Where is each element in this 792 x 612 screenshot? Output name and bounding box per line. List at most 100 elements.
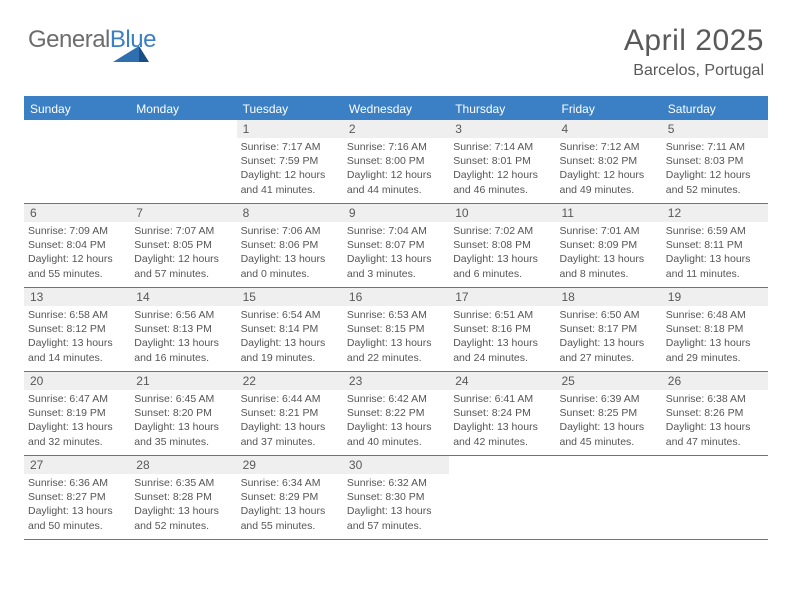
calendar-day-cell: 13Sunrise: 6:58 AMSunset: 8:12 PMDayligh… [24,288,130,371]
daylight-text: Daylight: 13 hours and 6 minutes. [453,252,551,280]
sunset-text: Sunset: 8:28 PM [134,490,232,504]
day-number: 21 [130,372,236,390]
day-number: 9 [343,204,449,222]
day-number: 1 [237,120,343,138]
sunset-text: Sunset: 8:15 PM [347,322,445,336]
day-number: 4 [555,120,661,138]
calendar-day-cell: 24Sunrise: 6:41 AMSunset: 8:24 PMDayligh… [449,372,555,455]
day-number: 11 [555,204,661,222]
calendar-day-cell: 3 Sunrise: 7:14 AMSunset: 8:01 PMDaylight… [449,120,555,203]
day-number: 3 [449,120,555,138]
title-block: April 2025 Barcelos, Portugal [624,24,764,80]
weekday-header: Monday [130,98,236,120]
daylight-text: Daylight: 13 hours and 11 minutes. [666,252,764,280]
sunset-text: Sunset: 8:06 PM [241,238,339,252]
sunrise-text: Sunrise: 6:38 AM [666,392,764,406]
calendar-day-cell: 22Sunrise: 6:44 AMSunset: 8:21 PMDayligh… [237,372,343,455]
calendar-week-row: 27Sunrise: 6:36 AMSunset: 8:27 PMDayligh… [24,456,768,540]
weekday-header: Wednesday [343,98,449,120]
calendar-day-cell: 5Sunrise: 7:11 AMSunset: 8:03 PMDaylight… [662,120,768,203]
day-data: Sunrise: 7:07 AMSunset: 8:05 PMDaylight:… [130,222,236,287]
sunrise-text: Sunrise: 7:17 AM [241,140,339,154]
sunrise-text: Sunrise: 6:58 AM [28,308,126,322]
day-number: 27 [24,456,130,474]
weekday-header: Tuesday [237,98,343,120]
day-number: 22 [237,372,343,390]
sunrise-text: Sunrise: 6:41 AM [453,392,551,406]
sunset-text: Sunset: 7:59 PM [241,154,339,168]
sunset-text: Sunset: 8:29 PM [241,490,339,504]
day-number: 24 [449,372,555,390]
daylight-text: Daylight: 12 hours and 46 minutes. [453,168,551,196]
daylight-text: Daylight: 13 hours and 37 minutes. [241,420,339,448]
sunset-text: Sunset: 8:27 PM [28,490,126,504]
daylight-text: Daylight: 13 hours and 27 minutes. [559,336,657,364]
sunrise-text: Sunrise: 7:01 AM [559,224,657,238]
day-data: Sunrise: 6:36 AMSunset: 8:27 PMDaylight:… [24,474,130,539]
day-data: Sunrise: 7:02 AMSunset: 8:08 PMDaylight:… [449,222,555,287]
location: Barcelos, Portugal [624,62,764,80]
sunrise-text: Sunrise: 7:09 AM [28,224,126,238]
sunrise-text: Sunrise: 6:44 AM [241,392,339,406]
day-data: Sunrise: 6:44 AMSunset: 8:21 PMDaylight:… [237,390,343,455]
sunset-text: Sunset: 8:14 PM [241,322,339,336]
sunset-text: Sunset: 8:22 PM [347,406,445,420]
day-number: 6 [24,204,130,222]
day-data: Sunrise: 7:06 AMSunset: 8:06 PMDaylight:… [237,222,343,287]
sunrise-text: Sunrise: 7:07 AM [134,224,232,238]
sunrise-text: Sunrise: 6:45 AM [134,392,232,406]
weekday-header: Saturday [662,98,768,120]
day-data: Sunrise: 7:17 AMSunset: 7:59 PMDaylight:… [237,138,343,203]
day-data: Sunrise: 7:01 AMSunset: 8:09 PMDaylight:… [555,222,661,287]
day-data: Sunrise: 6:56 AMSunset: 8:13 PMDaylight:… [130,306,236,371]
day-data: Sunrise: 6:53 AMSunset: 8:15 PMDaylight:… [343,306,449,371]
calendar-day-cell: 23Sunrise: 6:42 AMSunset: 8:22 PMDayligh… [343,372,449,455]
daylight-text: Daylight: 13 hours and 0 minutes. [241,252,339,280]
daylight-text: Daylight: 12 hours and 44 minutes. [347,168,445,196]
calendar-day-cell: 20Sunrise: 6:47 AMSunset: 8:19 PMDayligh… [24,372,130,455]
calendar-week-row: 6Sunrise: 7:09 AMSunset: 8:04 PMDaylight… [24,204,768,288]
daylight-text: Daylight: 13 hours and 42 minutes. [453,420,551,448]
sunset-text: Sunset: 8:16 PM [453,322,551,336]
calendar: Sunday Monday Tuesday Wednesday Thursday… [24,96,768,540]
daylight-text: Daylight: 13 hours and 47 minutes. [666,420,764,448]
day-data: Sunrise: 6:51 AMSunset: 8:16 PMDaylight:… [449,306,555,371]
daylight-text: Daylight: 13 hours and 32 minutes. [28,420,126,448]
sunrise-text: Sunrise: 6:47 AM [28,392,126,406]
calendar-day-cell: 8Sunrise: 7:06 AMSunset: 8:06 PMDaylight… [237,204,343,287]
day-data: Sunrise: 6:34 AMSunset: 8:29 PMDaylight:… [237,474,343,539]
sunset-text: Sunset: 8:08 PM [453,238,551,252]
sunrise-text: Sunrise: 7:11 AM [666,140,764,154]
calendar-day-cell: 28Sunrise: 6:35 AMSunset: 8:28 PMDayligh… [130,456,236,539]
weekday-header: Thursday [449,98,555,120]
day-data: Sunrise: 6:47 AMSunset: 8:19 PMDaylight:… [24,390,130,455]
calendar-day-cell: 2Sunrise: 7:16 AMSunset: 8:00 PMDaylight… [343,120,449,203]
sunrise-text: Sunrise: 7:14 AM [453,140,551,154]
sunrise-text: Sunrise: 6:50 AM [559,308,657,322]
daylight-text: Daylight: 13 hours and 45 minutes. [559,420,657,448]
day-data: Sunrise: 7:12 AMSunset: 8:02 PMDaylight:… [555,138,661,203]
daylight-text: Daylight: 13 hours and 22 minutes. [347,336,445,364]
day-data: Sunrise: 7:09 AMSunset: 8:04 PMDaylight:… [24,222,130,287]
day-number: 26 [662,372,768,390]
sunset-text: Sunset: 8:20 PM [134,406,232,420]
sunrise-text: Sunrise: 6:54 AM [241,308,339,322]
sunset-text: Sunset: 8:17 PM [559,322,657,336]
daylight-text: Daylight: 13 hours and 14 minutes. [28,336,126,364]
calendar-day-cell [449,456,555,539]
day-data: Sunrise: 6:58 AMSunset: 8:12 PMDaylight:… [24,306,130,371]
day-number: 5 [662,120,768,138]
daylight-text: Daylight: 12 hours and 52 minutes. [666,168,764,196]
day-data: Sunrise: 6:48 AMSunset: 8:18 PMDaylight:… [662,306,768,371]
day-data: Sunrise: 6:39 AMSunset: 8:25 PMDaylight:… [555,390,661,455]
calendar-day-cell: 14Sunrise: 6:56 AMSunset: 8:13 PMDayligh… [130,288,236,371]
day-data: Sunrise: 6:41 AMSunset: 8:24 PMDaylight:… [449,390,555,455]
sunset-text: Sunset: 8:25 PM [559,406,657,420]
sunrise-text: Sunrise: 6:56 AM [134,308,232,322]
sunset-text: Sunset: 8:05 PM [134,238,232,252]
day-number: 19 [662,288,768,306]
sunrise-text: Sunrise: 7:12 AM [559,140,657,154]
day-number: 28 [130,456,236,474]
sunset-text: Sunset: 8:01 PM [453,154,551,168]
calendar-day-cell: 11Sunrise: 7:01 AMSunset: 8:09 PMDayligh… [555,204,661,287]
